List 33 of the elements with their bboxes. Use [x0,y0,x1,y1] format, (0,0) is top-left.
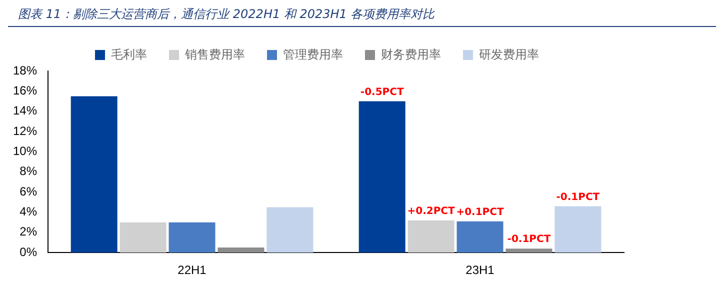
y-tick-label: 12% [12,124,38,138]
y-tick-label: 6% [20,184,38,198]
legend-label: 研发费用率 [479,47,539,62]
legend-label: 财务费用率 [381,47,441,62]
legend-label: 毛利率 [111,47,147,62]
bar [70,96,118,253]
y-tick-label: 10% [12,144,38,158]
legend-label: 销售费用率 [184,47,245,62]
x-tick-label: 22H1 [178,263,207,278]
legend-label: 管理费用率 [283,47,343,62]
y-tick-label: 16% [12,83,38,98]
y-tick-label: 2% [20,224,38,239]
bar [218,248,264,253]
annotation: -0.1PCT [556,192,600,203]
y-tick-label: 4% [20,204,38,219]
annotation: +0.2PCT [407,206,456,217]
y-tick-label: 14% [12,104,38,118]
bar [358,101,406,253]
annotation: +0.1PCT [456,206,504,218]
annotation: -0.1PCT [507,234,551,246]
bar [266,207,314,253]
annotation: -0.5PCT [360,86,404,98]
chart-title: 图表 11：剔除三大运营商后，通信行业 2022H1 和 2023H1 各项费用率对比 [8,0,716,27]
y-tick-label: 0% [20,244,38,259]
y-tick-label: 8% [20,164,38,178]
bar [408,220,454,253]
bar [120,222,166,253]
bar [168,222,216,253]
x-tick-label: 23H1 [466,263,495,278]
bar [554,206,602,253]
bar [506,248,552,253]
y-tick-label: 18% [12,63,38,78]
bar [456,221,504,253]
